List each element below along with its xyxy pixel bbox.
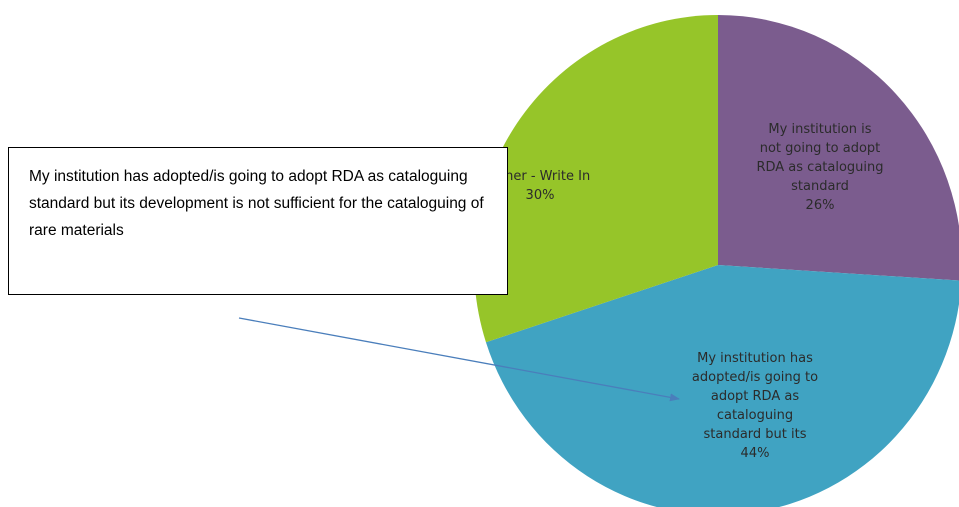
pie-slices bbox=[474, 15, 959, 507]
slice-label-line: My institution has bbox=[697, 351, 813, 366]
slice-label-line: 44% bbox=[741, 446, 770, 461]
callout-arrow bbox=[238, 317, 680, 402]
slice-label-line: not going to adopt bbox=[760, 141, 881, 156]
slice-label-line: 30% bbox=[526, 188, 555, 203]
slice-label-line: Other - Write In bbox=[490, 169, 590, 184]
slice-label: Other - Write In 30% bbox=[490, 169, 590, 203]
slice-label: My institution has adopted/is going to ado… bbox=[692, 351, 818, 461]
slice-label: My institution is not going to adopt RDA a… bbox=[756, 122, 883, 213]
slice-labels: My institution is not going to adopt RDA a… bbox=[490, 122, 884, 461]
slice-label-line: adopt RDA as bbox=[711, 389, 799, 404]
pie-slice bbox=[474, 15, 718, 343]
callout-text: My institution has adopted/is going to a… bbox=[29, 168, 484, 239]
slice-label-line: 26% bbox=[806, 198, 835, 213]
callout-box: My institution has adopted/is going to a… bbox=[8, 147, 508, 295]
slice-label-line: standard but its bbox=[704, 427, 807, 442]
pie-slice bbox=[485, 265, 959, 507]
slice-label-line: cataloguing bbox=[717, 408, 793, 423]
slice-label-line: adopted/is going to bbox=[692, 370, 818, 385]
slice-label-line: standard bbox=[791, 179, 849, 194]
slice-label-line: RDA as cataloguing bbox=[756, 160, 883, 175]
slice-label-line: My institution is bbox=[768, 122, 871, 137]
pie-slice bbox=[718, 15, 959, 281]
